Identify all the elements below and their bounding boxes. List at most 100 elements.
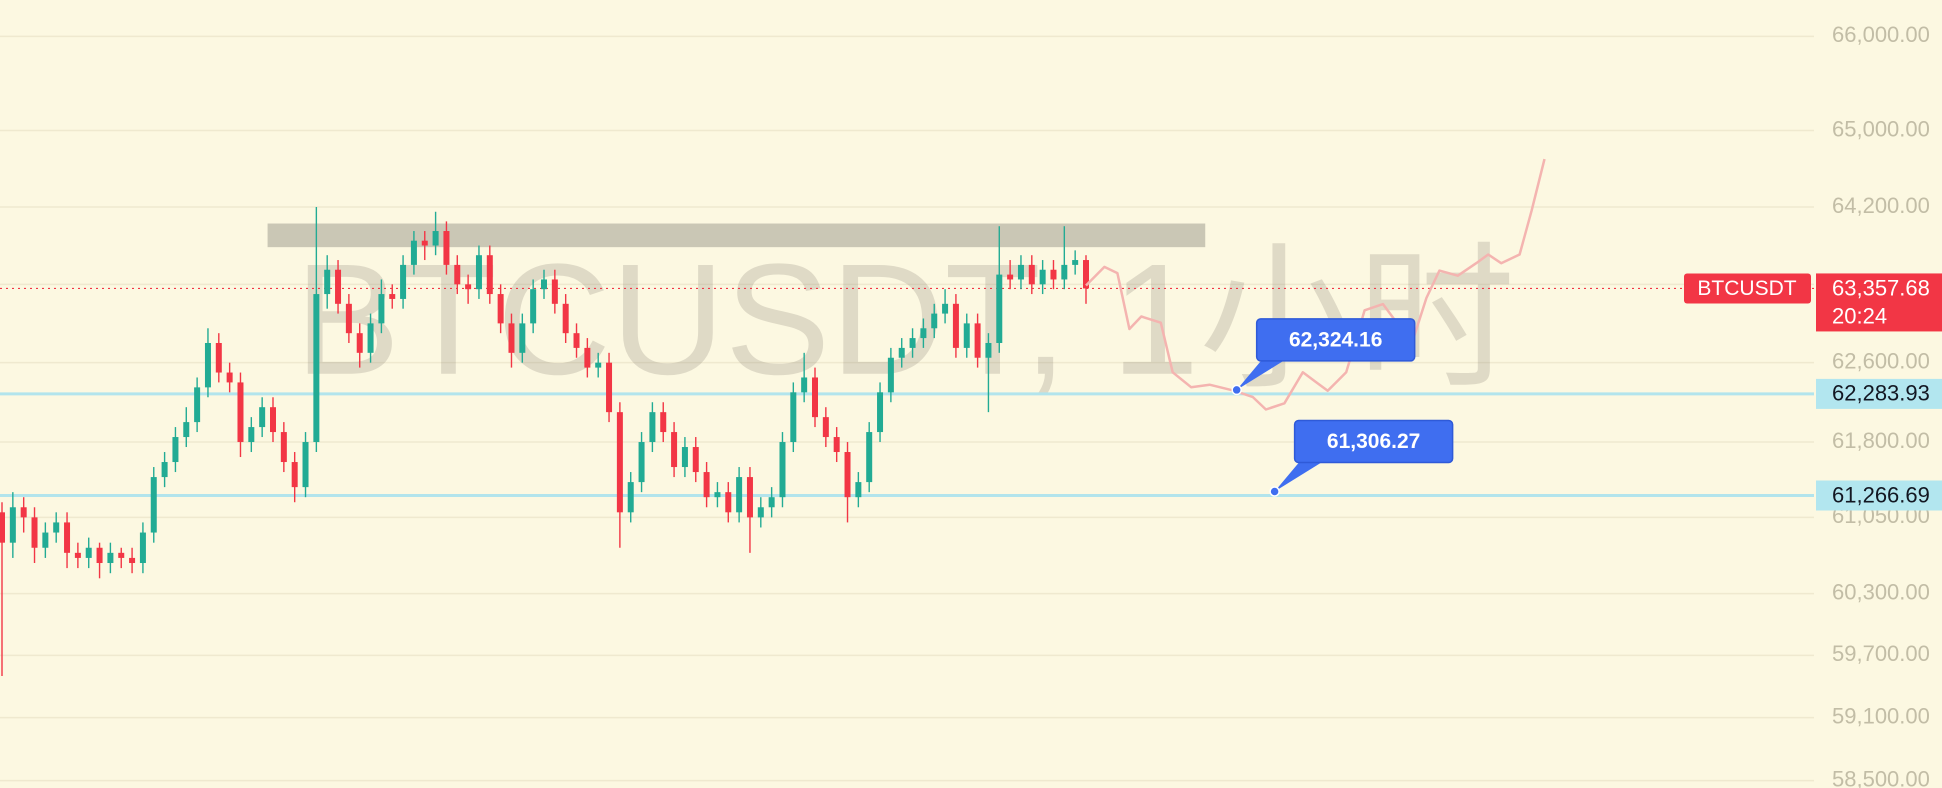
candle-body <box>790 392 797 443</box>
candle-body <box>161 462 168 478</box>
candle-body <box>931 313 938 329</box>
candle-body <box>942 303 949 314</box>
candle-body <box>909 338 916 348</box>
candle-body <box>53 522 60 533</box>
candle-body <box>898 347 905 358</box>
candle-body <box>302 442 309 488</box>
y-tick-label: 65,000.00 <box>1832 116 1930 141</box>
candle-body <box>844 452 851 498</box>
symbol-label: BTCUSDT <box>1697 277 1796 300</box>
candle-body <box>562 303 569 334</box>
candle-body <box>768 497 775 508</box>
candle-body <box>31 517 38 548</box>
candle-body <box>486 255 493 295</box>
candle-body <box>465 284 472 290</box>
callout-box <box>1293 419 1454 464</box>
candle-body <box>855 482 862 498</box>
price-line-tag <box>1816 378 1942 409</box>
y-tick-label: 58,500.00 <box>1832 766 1930 788</box>
candle-body <box>335 269 342 304</box>
candle-body <box>746 477 753 518</box>
candle-body <box>367 323 374 353</box>
candle-body <box>714 492 721 498</box>
candle-body <box>1007 274 1014 280</box>
candle-body <box>270 407 276 433</box>
callout-pointer <box>1236 358 1287 390</box>
candle-body <box>952 303 959 348</box>
candle-body <box>638 442 645 483</box>
candle-body <box>215 342 222 373</box>
candle-body <box>443 231 450 265</box>
y-tick-label: 66,000.00 <box>1832 22 1930 47</box>
candle-body <box>877 392 884 433</box>
candle-body <box>985 342 992 358</box>
candle-body <box>725 492 732 513</box>
callout-anchor <box>1269 486 1280 497</box>
projection-line <box>1085 158 1546 411</box>
y-tick-label: 59,100.00 <box>1832 703 1930 728</box>
symbol-tag <box>1684 273 1811 304</box>
y-tick-label: 64,200.00 <box>1832 193 1930 218</box>
candle-body <box>85 547 92 558</box>
candle-body <box>226 372 233 383</box>
candle-body <box>963 323 970 348</box>
candle-body <box>20 507 27 518</box>
candle-body <box>757 507 764 518</box>
callout-box <box>1255 318 1416 362</box>
candle-body <box>118 552 125 558</box>
candle-body <box>421 240 428 246</box>
price-line-label: 62,283.93 <box>1832 381 1930 406</box>
y-tick-label: 59,700.00 <box>1832 641 1930 666</box>
candle-body <box>681 447 688 468</box>
callout-anchor <box>1231 384 1242 396</box>
candle-body <box>9 507 16 543</box>
candle-body <box>237 382 244 443</box>
candle-body <box>833 437 840 453</box>
candle-body <box>887 357 894 393</box>
resistance-zone <box>267 223 1206 248</box>
callout-label: 62,324.16 <box>1289 328 1382 351</box>
candle-body <box>1017 264 1024 280</box>
last-price-label: 63,357.68 <box>1832 275 1930 300</box>
y-tick-label: 60,300.00 <box>1832 579 1930 604</box>
candle-body <box>410 240 417 265</box>
candle-body <box>324 269 331 295</box>
candle-body <box>801 377 808 393</box>
candle-body <box>671 432 678 468</box>
candle-body <box>0 512 5 543</box>
candle-body <box>1050 269 1057 280</box>
price-line-label: 61,266.69 <box>1832 482 1930 507</box>
candle-body <box>1061 264 1068 280</box>
candle-body <box>432 231 439 246</box>
candle-body <box>616 412 623 513</box>
candle-body <box>660 412 667 433</box>
candle-body <box>584 347 591 368</box>
candle-body <box>866 432 873 483</box>
candle-body <box>194 387 201 423</box>
candle-body <box>389 294 396 299</box>
candle-body <box>606 362 613 413</box>
candle-body <box>313 294 320 443</box>
candle-body <box>280 432 287 463</box>
candle-body <box>64 522 71 553</box>
callout-label: 61,306.27 <box>1327 430 1420 453</box>
candle-body <box>172 437 179 463</box>
y-tick-label: 61,800.00 <box>1832 428 1930 453</box>
candle-body <box>475 255 482 290</box>
candle-body <box>996 274 1003 343</box>
candle-body <box>139 532 146 564</box>
candle-body <box>920 328 927 339</box>
candle-body <box>497 294 504 324</box>
candle-body <box>42 532 49 548</box>
candle-body <box>74 552 81 558</box>
candle-body <box>400 264 407 299</box>
candle-body <box>1072 260 1079 265</box>
candle-body <box>779 442 786 498</box>
candle-body <box>573 333 580 348</box>
candle-body <box>736 477 743 513</box>
candle-body <box>822 417 829 438</box>
price-line-tag <box>1816 480 1942 511</box>
candle-body <box>454 264 461 285</box>
candle-body <box>649 412 656 443</box>
